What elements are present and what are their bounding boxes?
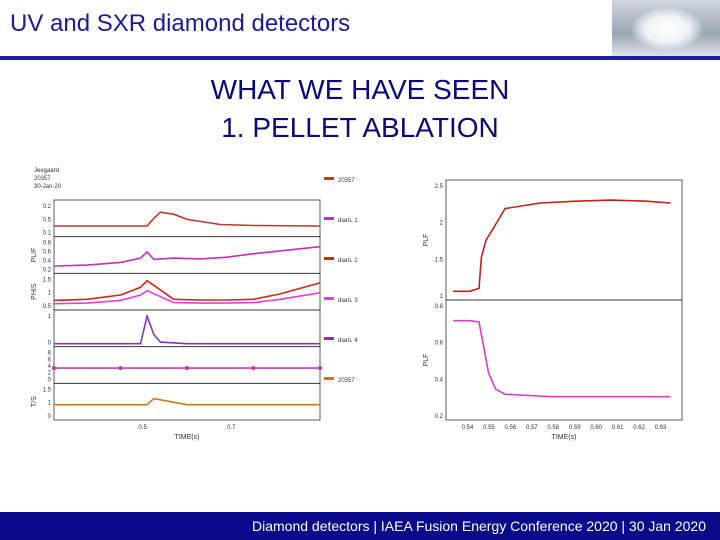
legend-swatch — [324, 297, 334, 300]
panel-frame — [445, 299, 683, 421]
series-line — [453, 199, 671, 293]
panel-frame — [53, 346, 321, 384]
legend-swatch — [324, 177, 334, 180]
y-tick-label: 6 — [48, 357, 52, 363]
panel-frame — [53, 236, 321, 274]
x-tick-label: 0.63 — [655, 425, 667, 431]
y-tick-label: 0.5 — [43, 217, 52, 223]
y-tick-label: 0 — [48, 377, 52, 383]
y-tick-label: 0.6 — [43, 250, 52, 256]
series-line — [53, 245, 321, 267]
y-tick-label: 0.8 — [435, 304, 444, 310]
legend-label: 20357 — [338, 178, 355, 184]
y-tick-label: 0.2 — [43, 204, 52, 210]
x-tick-label: 0.54 — [462, 425, 474, 431]
series-line — [453, 319, 671, 398]
y-axis-label: PLF — [423, 354, 430, 367]
legend-swatch — [324, 337, 334, 340]
series-marker — [317, 365, 323, 371]
series-line — [54, 397, 320, 406]
x-tick-label: 0.57 — [526, 425, 538, 431]
series-line — [54, 313, 320, 345]
legend-label: diam. 1 — [338, 218, 358, 224]
heading-line-2: 1. PELLET ABLATION — [221, 112, 499, 143]
x-tick-label: 0.55 — [483, 425, 495, 431]
panel-frame — [53, 272, 321, 311]
panel-frame — [53, 382, 321, 421]
y-tick-label: 0.4 — [435, 377, 444, 383]
legend-swatch — [324, 377, 334, 380]
chart-header-text: 20357 — [34, 176, 51, 182]
x-tick-label: 0.62 — [633, 425, 645, 431]
legend-label: 20357 — [338, 378, 355, 384]
x-tick-label: 0.58 — [547, 425, 559, 431]
series-line — [53, 289, 321, 305]
y-tick-label: 1 — [48, 291, 52, 297]
chart-svg: Jeegaard 20357 30-Jan-20 0.2 0.5 0.1 0.8 0.6 0.4… — [31, 168, 683, 441]
x-axis-label: TIME(s) — [175, 434, 200, 441]
y-tick-label: 2.5 — [435, 184, 444, 190]
y-tick-label: 0 — [48, 341, 52, 347]
y-tick-label: 1.5 — [43, 387, 52, 393]
y-tick-label: 1 — [48, 401, 52, 407]
x-tick-label: 0.56 — [505, 425, 517, 431]
y-tick-label: 0.1 — [43, 231, 52, 237]
x-tick-label: 0.5 — [138, 425, 147, 431]
legend-swatch — [324, 217, 334, 220]
y-tick-label: 0.5 — [43, 304, 52, 310]
chart-header-text: 30-Jan-20 — [34, 184, 62, 190]
series-marker — [118, 365, 123, 371]
panel-frame — [53, 309, 321, 348]
figure: Jeegaard 20357 30-Jan-20 0.2 0.5 0.1 0.8 0.6 0.4… — [24, 160, 700, 460]
y-axis-label: PLF — [423, 234, 430, 247]
x-tick-label: 0.7 — [227, 425, 236, 431]
y-tick-label: 4 — [48, 364, 52, 370]
corner-photo — [612, 0, 720, 56]
y-tick-label: 2 — [440, 221, 444, 227]
x-axis-label: TIME(s) — [552, 434, 577, 441]
y-tick-label: 0.2 — [435, 414, 444, 420]
chart-header-text: Jeegaard — [34, 168, 59, 174]
series-marker — [51, 365, 57, 371]
y-tick-label: 0.2 — [43, 267, 52, 273]
panel-frame — [53, 199, 321, 238]
footer-text: Diamond detectors | IAEA Fusion Energy C… — [252, 518, 706, 534]
legend-label: diam. 4 — [338, 338, 358, 344]
y-axis-label: PHIS — [31, 283, 38, 300]
y-tick-label: 8 — [48, 351, 52, 357]
title-divider — [0, 56, 720, 60]
series-marker — [251, 365, 256, 371]
legend-label: diam. 2 — [338, 258, 358, 264]
y-tick-label: 1 — [48, 314, 52, 320]
x-tick-label: 0.60 — [590, 425, 602, 431]
y-tick-label: 1.5 — [43, 277, 52, 283]
y-tick-label: 0.4 — [43, 258, 52, 264]
series-marker — [184, 365, 190, 371]
slide-title: UV and SXR diamond detectors — [10, 10, 351, 37]
y-axis-label: T/S — [31, 396, 38, 407]
heading-line-1: WHAT WE HAVE SEEN — [210, 74, 510, 105]
y-axis-label: PLIF — [31, 248, 38, 263]
y-tick-label: 0.6 — [435, 341, 444, 347]
legend-swatch — [324, 257, 334, 260]
y-tick-label: 1.5 — [435, 257, 444, 263]
legend-label: diam. 3 — [338, 298, 358, 304]
x-tick-label: 0.61 — [612, 425, 624, 431]
plasma-glow-image — [632, 8, 702, 50]
y-tick-label: 2 — [48, 371, 52, 377]
y-tick-label: 0 — [48, 414, 52, 420]
x-tick-label: 0.59 — [569, 425, 581, 431]
footer-bar: Diamond detectors | IAEA Fusion Energy C… — [0, 512, 720, 540]
y-tick-label: 0.8 — [43, 241, 52, 247]
series-line — [53, 279, 321, 302]
y-tick-label: 1 — [440, 294, 444, 300]
series-line — [54, 211, 321, 227]
panel-frame — [445, 179, 683, 301]
